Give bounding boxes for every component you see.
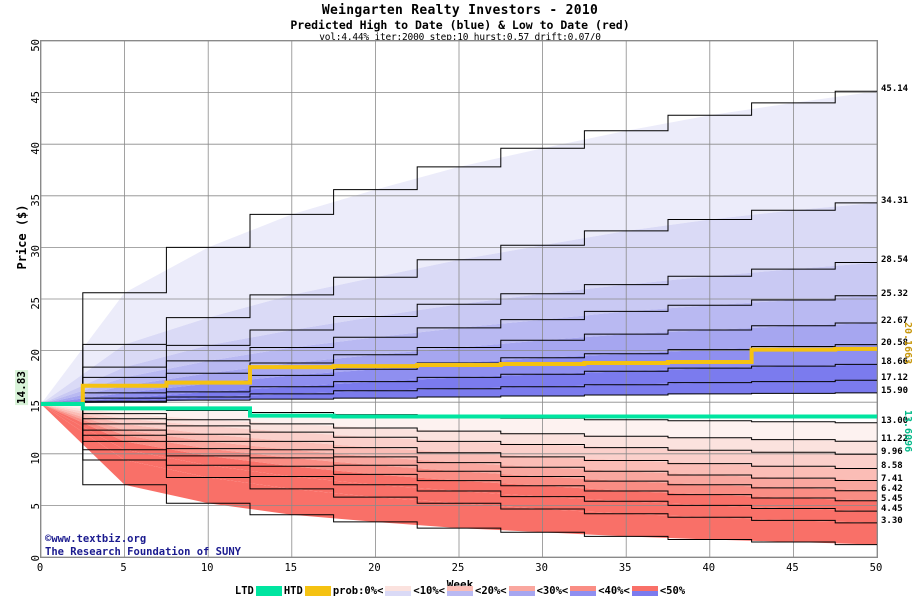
- legend-swatch-band-2: [508, 586, 535, 596]
- ltd-value-label: 13.6096: [902, 409, 913, 452]
- x-tick-50: 50: [869, 562, 883, 574]
- legend-label-band-0: <10%<: [413, 585, 445, 597]
- value-label-13-00: 13.00: [881, 415, 909, 426]
- value-label-4-45: 4.45: [881, 504, 903, 515]
- legend-label-ltd: LTD: [234, 585, 254, 597]
- legend-label-band-3: <40%<: [598, 585, 630, 597]
- value-label-3-30: 3.30: [881, 515, 903, 526]
- chart-title: Weingarten Realty Investors - 2010: [321, 3, 599, 18]
- value-label-20-58: 20.58: [881, 337, 909, 348]
- x-tick-5: 5: [120, 562, 127, 574]
- value-label-25-32: 25.32: [881, 288, 909, 299]
- value-label-8-58: 8.58: [881, 461, 903, 472]
- htd-value-label: 20.1663: [902, 321, 913, 365]
- legend-label-htd: HTD: [283, 585, 303, 597]
- value-label-17-12: 17.12: [881, 373, 909, 384]
- x-tick-20: 20: [368, 562, 381, 574]
- x-tick-30: 30: [535, 562, 548, 574]
- value-label-34-31: 34.31: [881, 195, 909, 206]
- x-tick-35: 35: [618, 562, 632, 574]
- y-tick-15: 15: [30, 400, 42, 413]
- legend-band-swatches: <10%< <20%< <30%< <40%< <50%: [384, 585, 686, 597]
- legend-swatch-band-0: [385, 586, 412, 596]
- y-tick-40: 40: [30, 142, 42, 155]
- start-price-label: 14.83: [15, 369, 29, 406]
- chart-legend: LTD HTD prob:0%< <10%< <20%< <30%< <40%< <50…: [0, 585, 920, 597]
- value-label-5-45: 5.45: [881, 493, 903, 504]
- legend-swatch-band-1: [447, 586, 473, 596]
- x-tick-40: 40: [702, 562, 716, 574]
- y-axis-label: Price ($): [15, 204, 29, 270]
- x-tick-25: 25: [451, 562, 465, 574]
- chart-parameters: vol:4.44% iter:2000 step:10 hurst:0.57 d…: [319, 32, 601, 43]
- y-tick-25: 25: [30, 297, 42, 310]
- y-tick-10: 10: [30, 451, 42, 465]
- legend-label-band-2: <30%<: [536, 585, 569, 597]
- plot-area: [40, 40, 878, 558]
- y-tick-50: 50: [30, 39, 42, 52]
- value-label-6-42: 6.42: [881, 483, 903, 494]
- x-tick-45: 45: [786, 562, 799, 574]
- value-label-28-54: 28.54: [881, 255, 909, 266]
- chart-canvas: [41, 41, 877, 557]
- legend-label-band-4: <50%: [659, 585, 686, 597]
- value-label-9-96: 9.96: [881, 447, 903, 458]
- chart-subtitle: Predicted High to Date (blue) & Low to D…: [290, 18, 630, 32]
- x-tick-15: 15: [284, 562, 298, 574]
- value-label-15-90: 15.90: [881, 385, 909, 396]
- legend-swatch-band-3: [570, 586, 597, 596]
- y-tick-5: 5: [30, 503, 42, 510]
- value-label-7-41: 7.41: [881, 473, 903, 484]
- legend-label-prob: prob:0%<: [332, 585, 384, 597]
- y-tick-30: 30: [30, 245, 42, 259]
- value-label-11-22: 11.22: [881, 434, 909, 445]
- legend-swatch-ltd: [255, 586, 282, 596]
- x-tick-0: 0: [36, 562, 44, 574]
- y-tick-20: 20: [30, 348, 42, 362]
- value-label-22-67: 22.67: [881, 316, 909, 327]
- legend-swatch-htd: [304, 586, 331, 596]
- value-label-18-66: 18.66: [881, 357, 909, 368]
- y-tick-35: 35: [30, 193, 42, 207]
- y-tick-45: 45: [30, 90, 42, 104]
- x-tick-10: 10: [200, 562, 214, 574]
- legend-swatch-band-4: [631, 586, 658, 596]
- copyright-credit: ©www.textbiz.org The Research Foundation…: [45, 533, 241, 558]
- legend-label-band-1: <20%<: [475, 585, 507, 597]
- value-label-45-14: 45.14: [881, 84, 909, 95]
